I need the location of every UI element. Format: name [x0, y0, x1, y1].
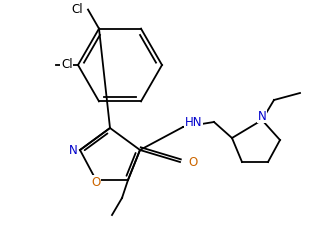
Text: N: N — [69, 144, 77, 157]
Text: O: O — [188, 155, 197, 168]
Text: N: N — [258, 110, 266, 123]
Text: HN: HN — [185, 116, 203, 129]
Text: Cl: Cl — [71, 3, 83, 16]
Text: Cl: Cl — [61, 58, 73, 72]
Text: O: O — [91, 175, 101, 188]
